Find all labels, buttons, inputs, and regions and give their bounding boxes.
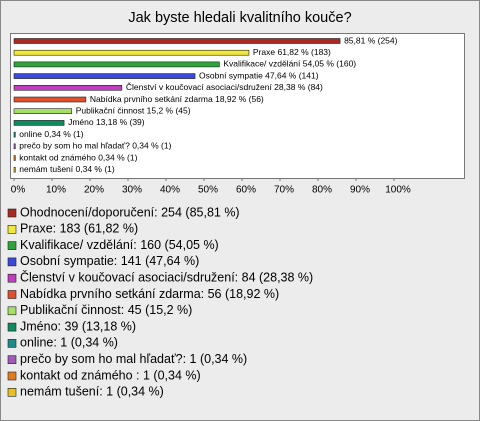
legend-swatch [7, 208, 17, 218]
legend-swatch [7, 290, 17, 299]
legend-label: prečo by som ho mal hľadať?: 1 (0,34 %) [20, 352, 247, 366]
bar [13, 49, 250, 56]
bar [13, 166, 16, 173]
data-label: kontakt od známého 0,34 % (1) [19, 152, 137, 162]
bar [13, 108, 73, 114]
legend-label: Kvalifikace/ vzdělání: 160 (54,05 %) [20, 238, 219, 252]
data-label: Publikační činnost 15,2 % (45) [76, 105, 191, 115]
x-tick-label: 80% [312, 185, 332, 196]
legend-label: Členství v koučovací asociaci/sdružení: … [20, 269, 313, 284]
legend-swatch [7, 339, 17, 348]
data-label: online 0,34 % (1) [19, 129, 83, 139]
x-tick-label: 20% [84, 185, 104, 196]
bar [13, 61, 220, 68]
legend-label: Ohodnocení/doporučení: 254 (85,81 %) [20, 205, 240, 219]
x-tick-label: 90% [350, 185, 370, 196]
legend-swatch [7, 273, 17, 283]
x-tick-label: 40% [160, 185, 180, 196]
data-label: Členství v koučovací asociaci/sdružení 2… [126, 82, 323, 92]
x-tick-label: 50% [198, 185, 218, 196]
x-tick-label: 10% [46, 185, 66, 196]
x-tick-label: 0% [11, 185, 26, 196]
legend-swatch [7, 355, 17, 365]
legend-swatch [7, 322, 17, 332]
legend-swatch [7, 257, 17, 267]
legend-label: nemám tušení: 1 (0,34 %) [20, 385, 164, 399]
data-label: Kvalifikace/ vzdělání 54,05 % (160) [223, 59, 356, 69]
plot-area [10, 33, 465, 179]
bar [13, 96, 87, 103]
bar [13, 38, 341, 44]
legend-swatch [7, 225, 17, 234]
x-tick-label: 100% [385, 185, 411, 196]
data-label: Osobní sympatie 47,64 % (141) [199, 70, 319, 80]
legend-label: online: 1 (0,34 %) [20, 336, 118, 350]
x-tick-label: 70% [274, 185, 294, 196]
x-tick-label: 30% [122, 185, 142, 196]
legend-swatch [7, 306, 17, 316]
bar [13, 85, 123, 91]
legend-label: Osobní sympatie: 141 (47,64 %) [20, 254, 199, 268]
bar [13, 120, 65, 126]
data-label: Praxe 61,82 % (183) [253, 47, 331, 57]
legend-swatch [7, 241, 17, 250]
legend-label: kontakt od známého : 1 (0,34 %) [20, 368, 201, 382]
bar [13, 131, 16, 138]
legend-label: Publikační činnost: 45 (15,2 %) [20, 303, 192, 317]
x-tick-label: 60% [236, 185, 256, 196]
legend-label: Jméno: 39 (13,18 %) [20, 319, 136, 333]
bar [13, 143, 16, 150]
legend-label: Praxe: 183 (61,82 %) [20, 222, 138, 236]
chart-title: Jak byste hledali kvalitního kouče? [128, 10, 351, 26]
bar [13, 73, 196, 79]
data-label: Nabídka prvního setkání zdarma 18,92 % (… [90, 94, 264, 104]
legend-swatch [7, 387, 17, 397]
data-label: 85,81 % (254) [344, 35, 398, 45]
legend-swatch [7, 371, 17, 381]
bar [13, 155, 16, 161]
data-label: Jméno 13,18 % (39) [68, 117, 145, 127]
legend-label: Nabídka prvního setkání zdarma: 56 (18,9… [20, 287, 279, 301]
data-label: nemám tušení 0,34 % (1) [19, 164, 115, 174]
data-label: prečo by som ho mal hľadať? 0,34 % (1) [19, 141, 171, 151]
